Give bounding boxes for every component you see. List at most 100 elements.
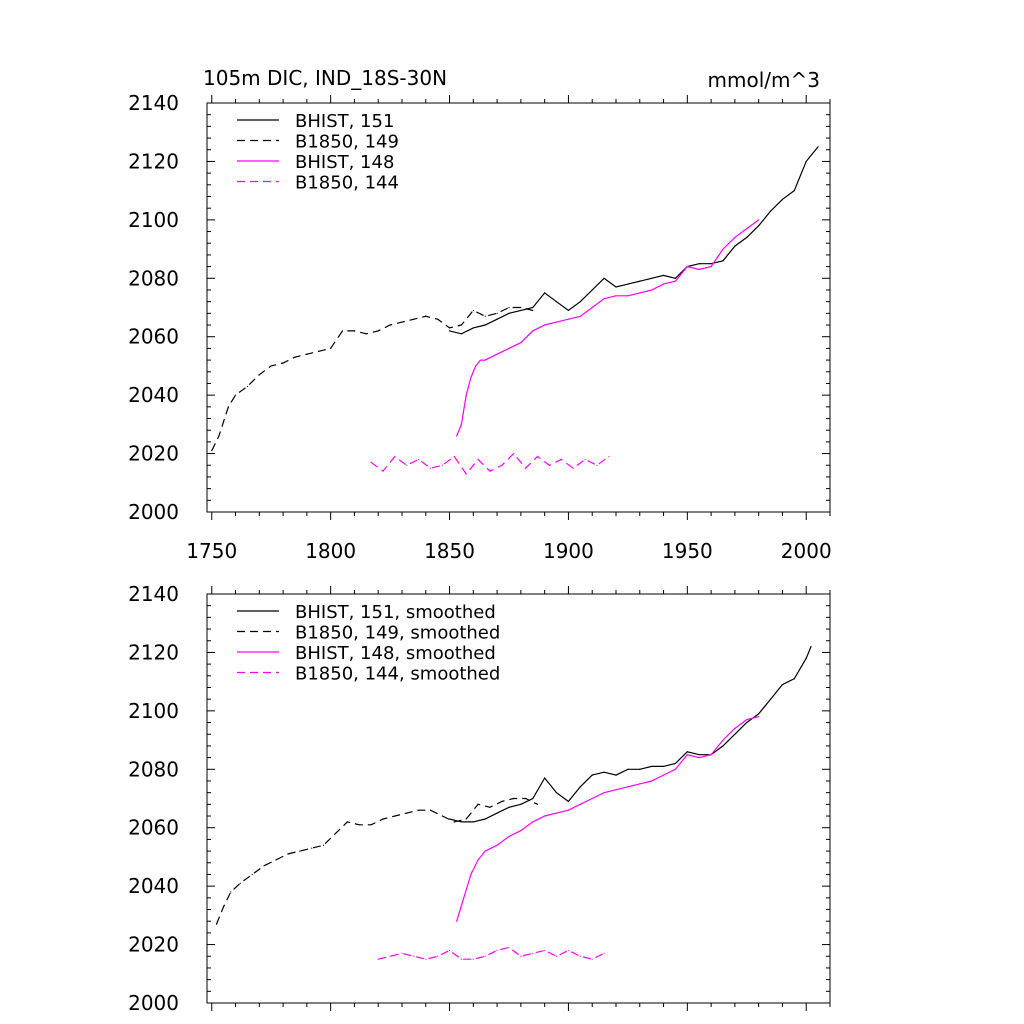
top-series-0-point xyxy=(508,312,510,314)
bottom-series-2-point xyxy=(674,768,677,770)
bottom-y-tick-label: 2140 xyxy=(128,582,179,606)
top-series-0-point xyxy=(532,306,534,309)
top-series-3-point xyxy=(418,458,420,461)
bottom-series-3-point xyxy=(413,955,415,957)
bottom-series-0-point xyxy=(627,768,629,770)
top-series-0-point xyxy=(448,330,451,332)
bottom-series-0-point xyxy=(567,800,570,803)
bottom-series-2-point xyxy=(508,835,510,838)
bottom-series-2-point xyxy=(456,920,458,922)
bottom-series-1-point xyxy=(513,797,515,800)
top-series-0-point xyxy=(639,280,641,282)
bottom-series-3-point xyxy=(579,955,581,957)
top-series-1-point xyxy=(318,350,320,352)
top-series-1-point xyxy=(401,321,403,323)
top-series-1-point xyxy=(282,362,284,364)
bottom-series-2-point xyxy=(662,774,665,776)
bottom-series-1-point xyxy=(525,797,527,800)
top-series-2-point xyxy=(639,292,641,294)
bottom-series-2-point xyxy=(710,754,712,756)
bottom-series-0-point xyxy=(810,645,812,648)
bottom-series-2-point xyxy=(603,792,605,794)
top-series-2-point xyxy=(615,295,617,297)
top-series-2-point xyxy=(484,359,486,361)
bottom-series-0-point xyxy=(781,683,784,686)
bottom-series-2-point xyxy=(591,797,593,800)
top-series-3-point xyxy=(572,467,574,469)
panel-top: 2000 2020 2040 2060 2080 2100 2120 2140 1750 1800… xyxy=(128,91,832,563)
bottom-y-tick-label: 2100 xyxy=(128,699,179,723)
top-series-1-point xyxy=(484,315,486,317)
bottom-series-2-point xyxy=(567,809,570,811)
top-series-1-point xyxy=(508,306,510,309)
top-series-1-point xyxy=(413,318,415,320)
top-series-2-point xyxy=(470,377,472,379)
top-series-2-point xyxy=(460,423,463,425)
bottom-series-2-point xyxy=(470,873,472,876)
top-series-0-point xyxy=(793,190,795,192)
bottom-y-tick-label: 2060 xyxy=(128,816,179,840)
top-series-3-point xyxy=(560,458,562,461)
top-series-2-point xyxy=(579,315,581,317)
bottom-series-0-point xyxy=(734,733,736,735)
bottom-y-tick-label: 2020 xyxy=(128,933,179,957)
top-series-1-point xyxy=(472,309,474,312)
bottom-series-2-point xyxy=(579,803,581,805)
bottom-series-0-point xyxy=(603,771,605,773)
top-series-1-point xyxy=(353,330,356,332)
top-series-1-point xyxy=(437,318,439,320)
bottom-series-1-point xyxy=(406,812,408,814)
top-legend-label: BHIST, 148 xyxy=(295,152,394,173)
top-series-2-point xyxy=(555,321,558,323)
bottom-series-3-point xyxy=(448,949,451,952)
top-series-0-point xyxy=(603,277,605,279)
top-series-2-point xyxy=(722,248,724,250)
bottom-series-1-point xyxy=(251,873,253,876)
bottom-series-1-point xyxy=(418,809,420,811)
bottom-series-2-point xyxy=(746,719,748,721)
top-series-3-point xyxy=(429,467,432,469)
bottom-series-0-point xyxy=(698,754,700,756)
top-series-3-point xyxy=(536,455,539,458)
top-series-2-point xyxy=(479,359,482,361)
top-series-1-point xyxy=(234,394,237,396)
bottom-series-1-point xyxy=(275,859,277,861)
bottom-series-1-point xyxy=(536,803,539,805)
top-legend-label: B1850, 149 xyxy=(295,132,399,153)
top-plot-frame xyxy=(206,102,831,513)
bottom-series-0-point xyxy=(746,721,748,724)
bottom-series-3-point xyxy=(484,955,486,957)
bottom-series-3-point xyxy=(472,958,474,960)
bottom-series-1-point xyxy=(465,818,467,820)
bottom-series-2-point xyxy=(520,830,522,832)
bottom-series-2-point xyxy=(615,789,617,791)
bottom-series-0-point xyxy=(805,657,807,659)
bottom-series-0-point xyxy=(520,803,522,805)
top-series-0-point xyxy=(758,225,760,227)
top-series-3-point xyxy=(477,458,479,461)
top-series-1-point xyxy=(330,347,332,349)
top-series-line-2 xyxy=(456,219,760,437)
bottom-series-0-point xyxy=(758,713,760,715)
top-series-2-point xyxy=(627,295,629,297)
top-series-0-point xyxy=(544,292,546,294)
top-series-3-point xyxy=(441,464,444,466)
bottom-series-2-point xyxy=(758,716,760,718)
top-series-2-point xyxy=(456,435,458,437)
top-series-0-point xyxy=(567,309,570,312)
top-x-tick-label: 1800 xyxy=(305,539,356,563)
top-series-2-point xyxy=(758,219,760,221)
bottom-series-0-point xyxy=(484,818,486,820)
bottom-series-1-point xyxy=(370,824,372,826)
bottom-series-2-point xyxy=(496,844,498,846)
bottom-series-3-point xyxy=(401,952,403,954)
bottom-series-1-point xyxy=(230,891,232,893)
bottom-series-2-point xyxy=(463,897,465,899)
top-series-3-point xyxy=(584,458,586,461)
top-series-2-point xyxy=(603,298,605,300)
top-x-tick-label: 1850 xyxy=(424,539,475,563)
top-series-1-point xyxy=(365,333,367,335)
top-series-3-point xyxy=(596,464,598,466)
bottom-series-3-point xyxy=(544,949,546,952)
